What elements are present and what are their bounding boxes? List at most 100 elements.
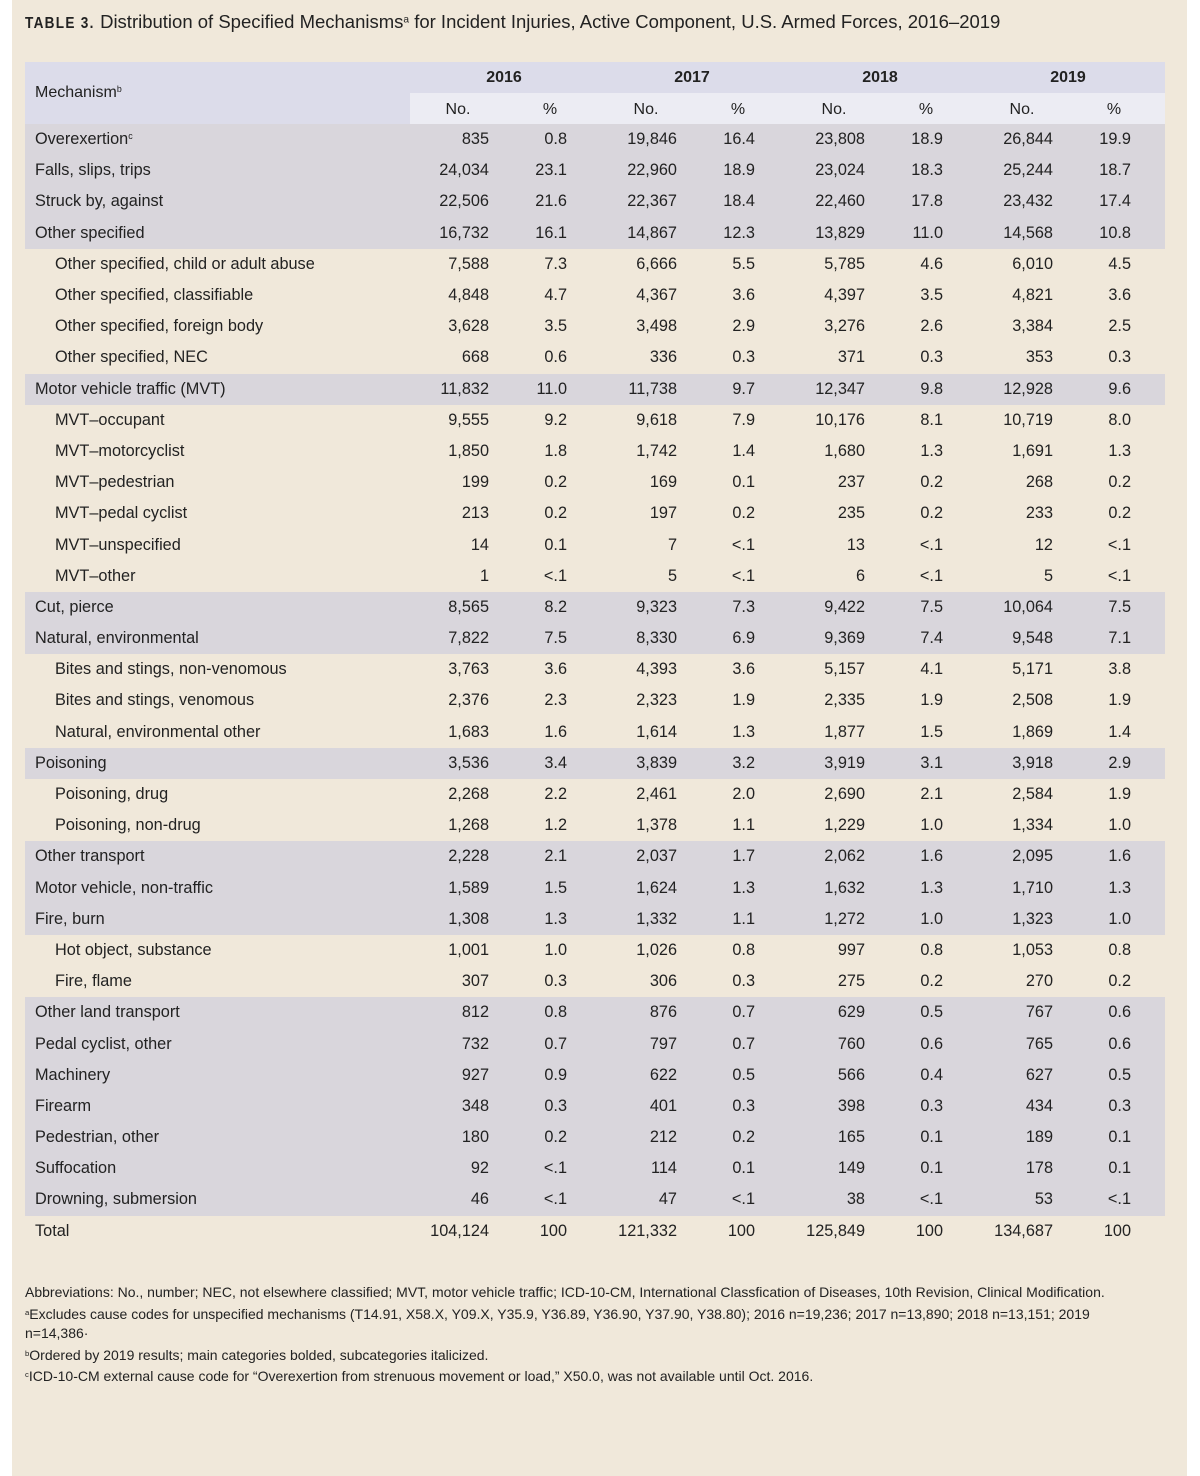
table-row: Other specified 16,732 16.1 14,867 12.3 13,82… xyxy=(25,217,1165,249)
row-label: Poisoning, drug xyxy=(55,785,169,804)
count-cell: 169 xyxy=(649,473,677,492)
count-cell: 1 xyxy=(479,566,489,585)
percent-cell: 9.6 xyxy=(1108,379,1131,398)
table-row: MVT–motorcyclist 1,850 1.8 1,742 1.4 1,680 1.3… xyxy=(25,436,1165,467)
count-cell: 14 xyxy=(470,535,489,554)
count-cell: 16,732 xyxy=(439,223,489,242)
percent-cell: 0.7 xyxy=(732,1034,755,1053)
percent-cell: 18.9 xyxy=(723,161,755,180)
percent-cell: 0.2 xyxy=(920,473,943,492)
table-row: Poisoning 3,536 3.4 3,839 3.2 3,919 3.1 3,918 2.… xyxy=(25,747,1165,779)
pct-header: % xyxy=(542,101,558,118)
no-header: No. xyxy=(445,101,471,118)
table-row: Suffocation 92 <.1 114 0.1 149 0.1 178 0.1 xyxy=(25,1153,1165,1185)
row-label: Struck by, against xyxy=(35,192,164,211)
percent-cell: 0.3 xyxy=(544,1096,567,1115)
percent-cell: 0.7 xyxy=(544,1034,567,1053)
count-cell: 1,229 xyxy=(824,816,865,835)
percent-cell: 100 xyxy=(727,1221,755,1240)
count-cell: 26,844 xyxy=(1003,130,1053,149)
table-row: MVT–pedal cyclist 213 0.2 197 0.2 235 0.2 233 0.… xyxy=(25,498,1165,529)
percent-cell: <.1 xyxy=(1107,1190,1131,1209)
count-cell: 797 xyxy=(649,1034,677,1053)
footnotes: Abbreviations: No., number; NEC, not els… xyxy=(25,1283,1145,1387)
count-cell: 876 xyxy=(649,1003,677,1022)
count-cell: 1,334 xyxy=(1012,816,1053,835)
row-label: MVT–occupant xyxy=(55,410,165,429)
count-cell: 1,850 xyxy=(448,441,489,460)
table-body: Overexertionc 835 0.8 19,846 16.4 23,808 18.9 2… xyxy=(25,124,1165,1247)
table-row: Other transport 2,228 2.1 2,037 1.7 2,062 1.6 2… xyxy=(25,841,1165,873)
table-row: MVT–unspecified 14 0.1 7 <.1 13 <.1 12 <.1 xyxy=(25,529,1165,560)
count-cell: 125,849 xyxy=(806,1221,865,1240)
percent-cell: 2.9 xyxy=(732,317,755,336)
table-label: TABLE 3. xyxy=(25,15,95,32)
percent-cell: 3.6 xyxy=(732,286,755,305)
count-cell: 237 xyxy=(837,473,865,492)
mechanism-header: Mechanismb xyxy=(35,84,122,101)
percent-cell: <.1 xyxy=(1107,535,1131,554)
no-header: No. xyxy=(1009,101,1035,118)
table-row: Firearm 348 0.3 401 0.3 398 0.3 434 0.3 xyxy=(25,1090,1165,1122)
table-row: Bites and stings, venomous 2,376 2.3 2,323 1… xyxy=(25,685,1165,716)
count-cell: 3,276 xyxy=(824,317,865,336)
count-cell: 5 xyxy=(667,566,677,585)
percent-cell: 18.3 xyxy=(911,161,943,180)
count-cell: 23,808 xyxy=(815,130,865,149)
count-cell: 9,422 xyxy=(824,597,865,616)
percent-cell: 8.0 xyxy=(1108,410,1131,429)
count-cell: 1,710 xyxy=(1012,878,1053,897)
percent-cell: 1.3 xyxy=(732,878,755,897)
percent-cell: 1.5 xyxy=(544,878,567,897)
table-row: Falls, slips, trips 24,034 23.1 22,960 18.9 2… xyxy=(25,155,1165,187)
percent-cell: 9.8 xyxy=(920,379,943,398)
percent-cell: 1.0 xyxy=(1108,816,1131,835)
count-cell: 627 xyxy=(1025,1065,1053,1084)
percent-cell: 0.2 xyxy=(920,504,943,523)
count-cell: 92 xyxy=(470,1159,489,1178)
row-label: Drowning, submersion xyxy=(35,1190,197,1209)
percent-cell: 7.5 xyxy=(920,597,943,616)
percent-cell: <.1 xyxy=(543,566,567,585)
table-row: Fire, burn 1,308 1.3 1,332 1.1 1,272 1.0 1,323 1… xyxy=(25,903,1165,935)
count-cell: 7,822 xyxy=(448,629,489,648)
percent-cell: 4.5 xyxy=(1108,254,1131,273)
year-header: 2017 xyxy=(674,69,710,86)
pct-header: % xyxy=(918,101,934,118)
table-row: MVT–other 1 <.1 5 <.1 6 <.1 5 <.1 xyxy=(25,561,1165,592)
count-cell: 398 xyxy=(837,1096,865,1115)
count-cell: 13 xyxy=(846,535,865,554)
percent-cell: 0.1 xyxy=(732,1159,755,1178)
count-cell: 434 xyxy=(1025,1096,1053,1115)
percent-cell: 23.1 xyxy=(535,161,567,180)
percent-cell: 16.4 xyxy=(723,130,755,149)
count-cell: 9,548 xyxy=(1012,629,1053,648)
count-cell: 566 xyxy=(837,1065,865,1084)
row-label: MVT–unspecified xyxy=(55,535,181,554)
row-label: Poisoning, non-drug xyxy=(55,816,201,835)
count-cell: 23,024 xyxy=(815,161,865,180)
percent-cell: 0.8 xyxy=(920,940,943,959)
count-cell: 1,624 xyxy=(636,878,677,897)
percent-cell: 2.1 xyxy=(920,785,943,804)
table-row: Machinery 927 0.9 622 0.5 566 0.4 627 0.5 xyxy=(25,1059,1165,1091)
table-row: Other specified, foreign body 3,628 3.5 3,4… xyxy=(25,311,1165,342)
count-cell: 2,376 xyxy=(448,691,489,710)
table-title: TABLE 3. Distribution of Specified Mecha… xyxy=(25,11,1001,32)
table-row: Motor vehicle traffic (MVT) 11,832 11.0 11,… xyxy=(25,373,1165,405)
row-label: Other specified, NEC xyxy=(55,348,208,367)
percent-cell: 8.1 xyxy=(920,410,943,429)
count-cell: 3,918 xyxy=(1012,753,1053,772)
percent-cell: 1.4 xyxy=(1108,722,1131,741)
percent-cell: 1.0 xyxy=(544,940,567,959)
data-table: Mechanismb 2016 No.% 2017 No.% 2018 No.% 2019 N… xyxy=(25,62,1165,1247)
percent-cell: 3.2 xyxy=(732,753,755,772)
count-cell: 2,228 xyxy=(448,847,489,866)
percent-cell: 2.6 xyxy=(920,317,943,336)
footnote-a: aExcludes cause codes for unspecified me… xyxy=(25,1305,1090,1342)
count-cell: 3,763 xyxy=(448,660,489,679)
count-cell: 165 xyxy=(837,1128,865,1147)
percent-cell: 0.1 xyxy=(920,1159,943,1178)
count-cell: 1,378 xyxy=(636,816,677,835)
percent-cell: 6.9 xyxy=(732,629,755,648)
